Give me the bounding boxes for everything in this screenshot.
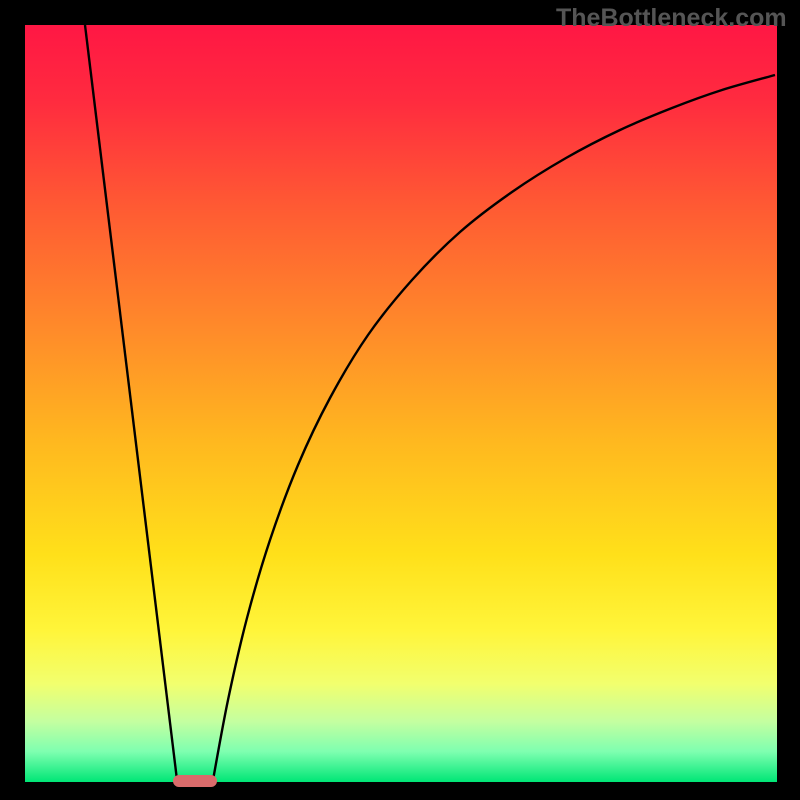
bottleneck-marker xyxy=(173,775,217,787)
plot-area xyxy=(25,25,777,782)
watermark-text: TheBottleneck.com xyxy=(556,4,787,33)
curve-layer xyxy=(25,25,777,782)
right-curve xyxy=(213,75,775,780)
left-curve xyxy=(85,25,177,780)
chart-container: TheBottleneck.com xyxy=(0,0,800,800)
